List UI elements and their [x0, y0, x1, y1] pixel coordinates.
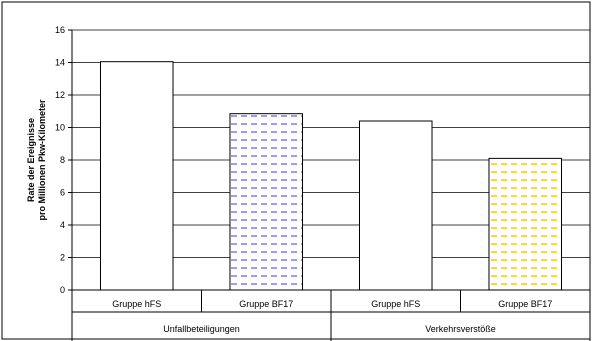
- bar-1-1: [488, 157, 563, 291]
- x-category-label: Gruppe BF17: [498, 299, 552, 309]
- bar-0-0: [99, 61, 174, 291]
- bar-0-1: [229, 113, 304, 291]
- x-group-label: Verkehrsverstöße: [425, 324, 496, 334]
- y-tick-label: 0: [60, 285, 65, 295]
- y-tick-label: 8: [60, 155, 65, 165]
- x-group-label: Unfallbeteiligungen: [163, 324, 240, 334]
- x-category-label: Gruppe hFS: [371, 299, 420, 309]
- x-category-label: Gruppe hFS: [112, 299, 161, 309]
- y-axis-label-line-1: Rate der Ereignisse: [26, 118, 36, 202]
- y-axis-label-line-2: pro Millionen Pkw-Kilometer: [37, 99, 47, 221]
- y-tick-label: 16: [55, 25, 65, 35]
- bar-1-0: [358, 120, 433, 291]
- x-category-label: Gruppe BF17: [239, 299, 293, 309]
- y-tick-label: 14: [55, 58, 65, 68]
- y-tick-label: 10: [55, 123, 65, 133]
- y-tick-label: 2: [60, 253, 65, 263]
- y-tick-label: 4: [60, 220, 65, 230]
- y-tick-label: 6: [60, 188, 65, 198]
- y-tick-label: 12: [55, 90, 65, 100]
